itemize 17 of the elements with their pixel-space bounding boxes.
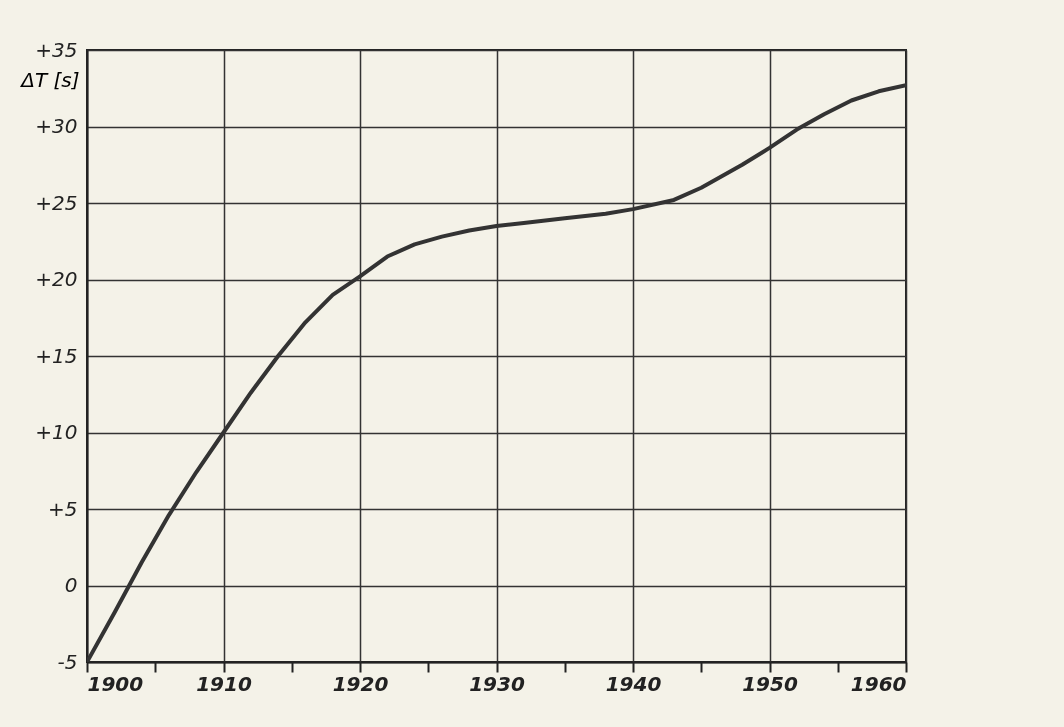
y-tick-label: +30	[35, 114, 78, 138]
y-tick-label: +15	[35, 343, 78, 368]
y-tick-label: +5	[48, 496, 78, 521]
y-axis-title: ΔT [s]	[19, 67, 80, 92]
x-tick-label: 1910	[196, 671, 252, 696]
x-tick-label: 1950	[742, 671, 798, 696]
x-tick-label: 1930	[469, 671, 525, 696]
y-tick-label: +35	[35, 37, 78, 62]
x-tick-label: 1900	[87, 671, 144, 696]
x-tick-label: 1940	[605, 671, 662, 696]
y-tick-label: +25	[35, 190, 78, 215]
y-tick-label: -5	[57, 649, 78, 674]
y-tick-label: +20	[35, 267, 78, 291]
y-tick-label: 0	[64, 573, 78, 597]
x-tick-label: 1960	[850, 671, 907, 696]
y-tick-label: +10	[35, 420, 78, 444]
x-tick-label: 1920	[332, 671, 389, 696]
